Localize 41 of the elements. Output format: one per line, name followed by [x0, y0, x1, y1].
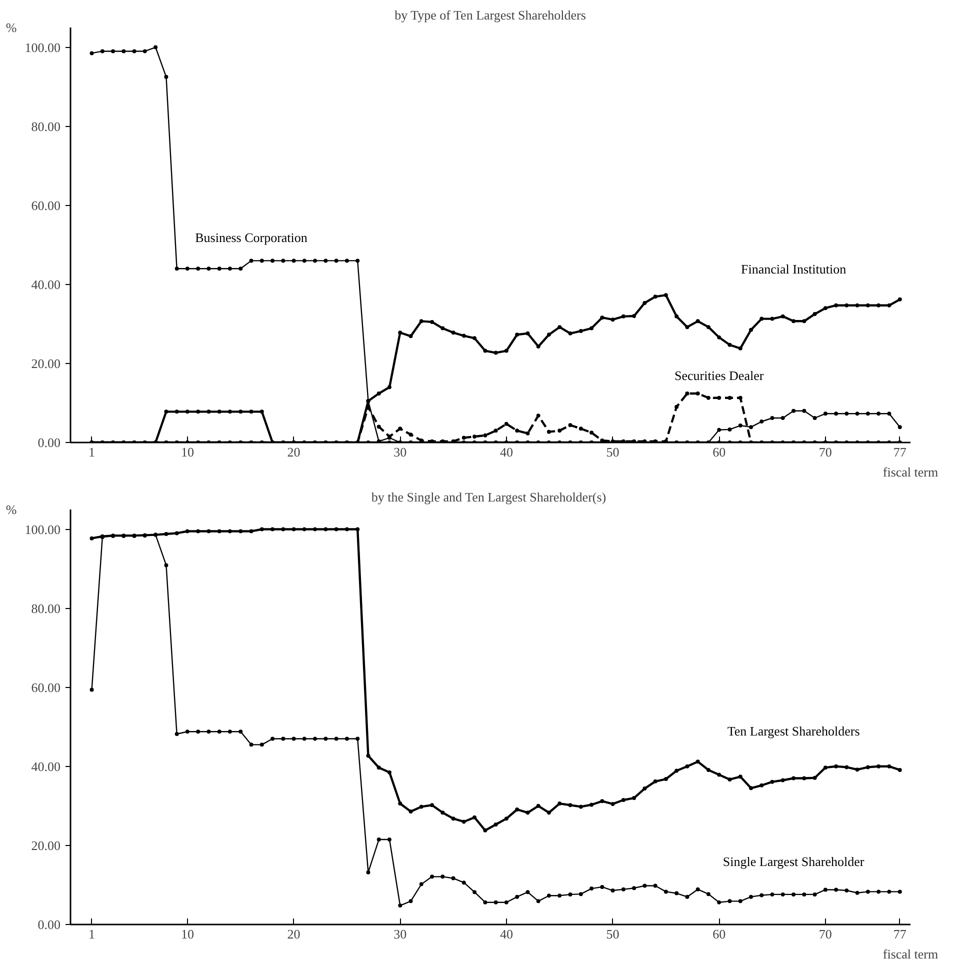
x-tick-label: 70: [818, 444, 832, 460]
x-tick-label: 50: [606, 444, 620, 460]
x-tick-label: 20: [287, 926, 300, 942]
y-tick-label: 0.00: [38, 917, 60, 932]
y-tick-label: 80.00: [31, 118, 60, 134]
x-tick-label: 30: [394, 926, 407, 942]
series-label: Single Largest Shareholder: [722, 854, 865, 870]
y-axis-title: %: [6, 20, 17, 35]
text: Ten Largest Shareholders: [727, 724, 860, 739]
y-tick-label: 100.00: [24, 522, 60, 537]
y-tick-label: 60.00: [31, 680, 60, 695]
x-axis-title: fiscal term: [882, 464, 938, 480]
series-label: Business Corporation: [195, 230, 308, 245]
y-tick-label: 80.00: [31, 600, 60, 616]
chart-title: by Type of Ten Largest Shareholders: [394, 8, 586, 22]
x-tick-label: 60: [712, 926, 726, 942]
x-tick-label: 50: [606, 926, 620, 942]
x-tick-label: 77: [893, 444, 907, 460]
y-tick-label: 40.00: [31, 276, 60, 292]
y-tick-label: 100.00: [24, 40, 60, 55]
x-tick-label: 30: [394, 444, 407, 460]
chart-title: by the Single and Ten Largest Shareholder(s): [371, 490, 606, 504]
x-tick-label: 10: [180, 444, 194, 460]
x-tick-label: 77: [893, 926, 907, 942]
y-axis-title: %: [6, 502, 17, 517]
x-tick-label: 70: [818, 926, 832, 942]
y-tick-label: 0.00: [38, 435, 60, 450]
text: Financial Institution: [741, 262, 847, 276]
x-tick-label: 20: [287, 444, 300, 460]
x-axis-title: fiscal term: [882, 946, 938, 962]
x-tick-label: 1: [88, 926, 96, 942]
x-tick-label: 40: [500, 926, 513, 942]
y-tick-label: 20.00: [31, 356, 60, 371]
y-tick-label: 60.00: [31, 198, 60, 213]
x-tick-label: 40: [500, 444, 513, 460]
x-tick-label: 60: [712, 444, 726, 460]
x-tick-label: 10: [180, 926, 194, 942]
series-label: Securities Dealer: [674, 368, 764, 384]
x-tick-label: 1: [88, 444, 96, 460]
y-tick-label: 20.00: [31, 838, 60, 853]
y-tick-label: 40.00: [31, 758, 60, 774]
